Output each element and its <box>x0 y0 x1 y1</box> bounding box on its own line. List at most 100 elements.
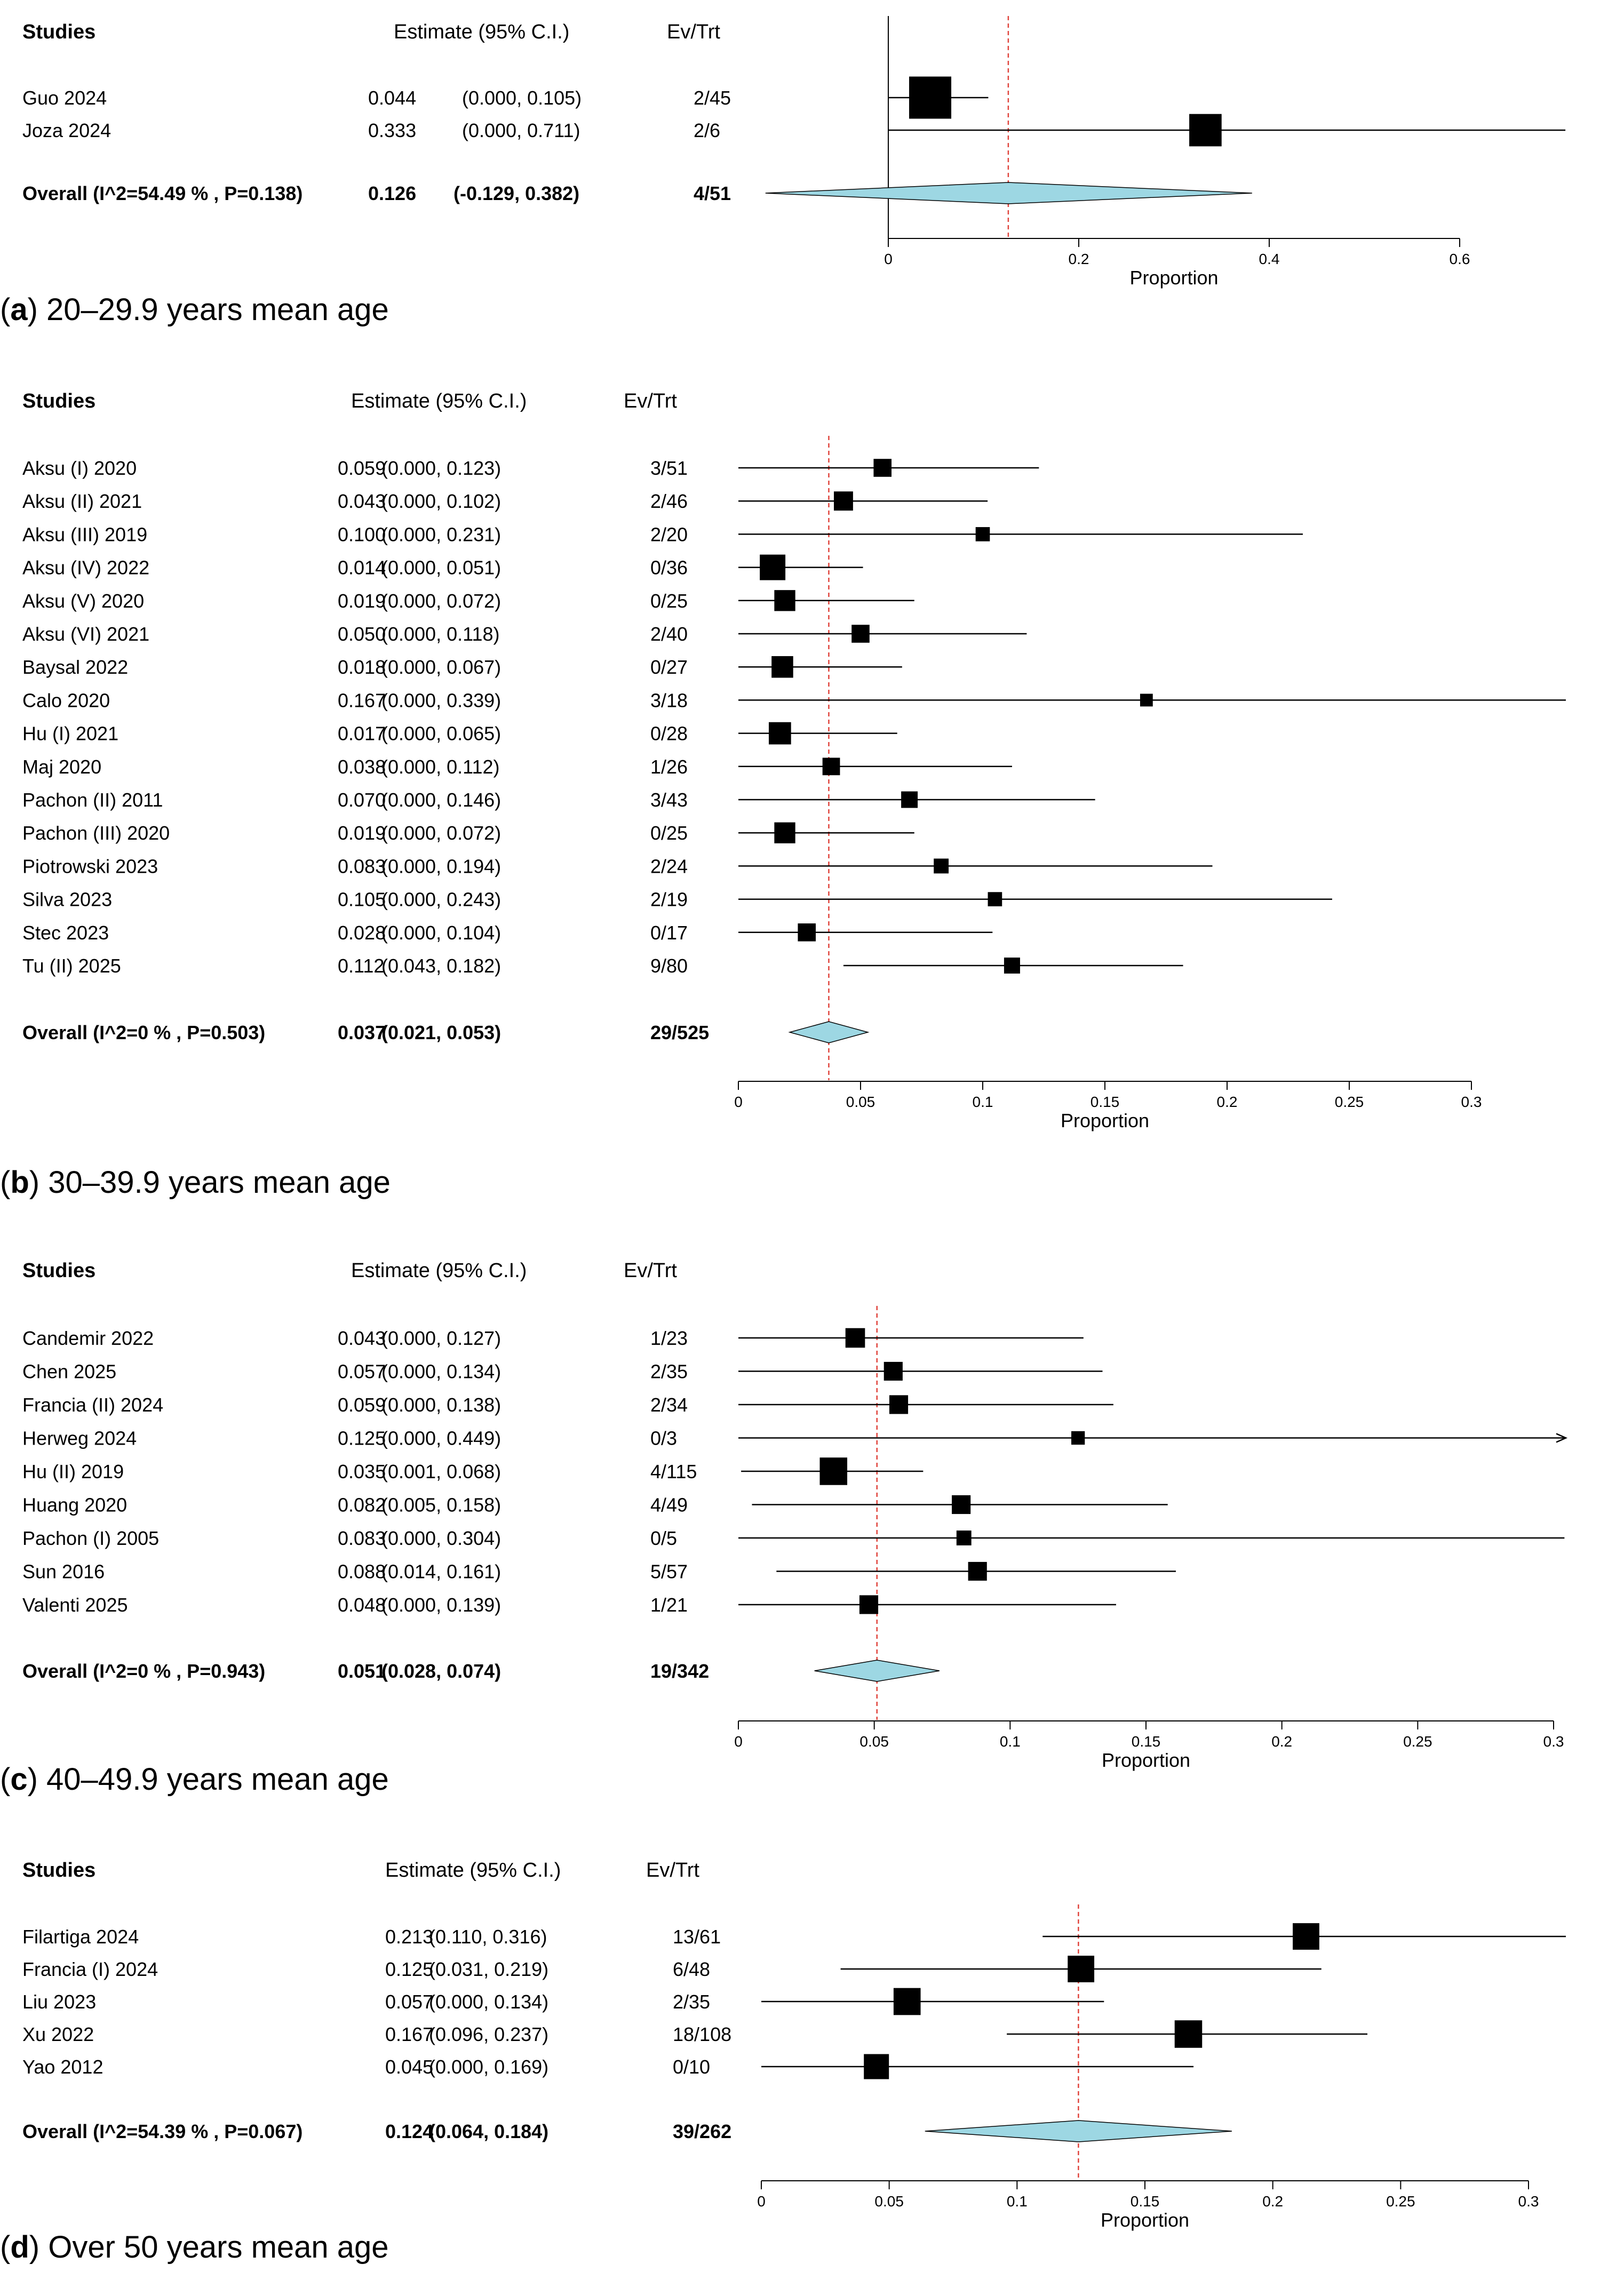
study-ci: (0.000, 0.134) <box>429 1991 548 2013</box>
study-row: Stec 2023 0.028(0.000, 0.104) 0/17 <box>22 922 993 944</box>
effect-marker <box>889 1395 909 1414</box>
study-row: Pachon (II) 2011 0.070(0.000, 0.146) 3/43 <box>22 789 1095 811</box>
study-ev-trt: 18/108 <box>673 2023 731 2045</box>
study-row: Hu (II) 2019 0.035(0.001, 0.068) 4/115 <box>22 1457 924 1485</box>
study-estimate: 0.017 <box>338 723 386 745</box>
header-studies: Studies <box>22 1859 95 1882</box>
study-ci: (0.000, 0.051) <box>381 557 501 579</box>
study-estimate: 0.057 <box>385 1991 433 2013</box>
study-row: Filartiga 2024 0.213(0.110, 0.316) 13/61 <box>22 1923 1566 1950</box>
study-ev-trt: 4/49 <box>650 1494 688 1516</box>
effect-marker <box>1140 693 1153 707</box>
header-studies: Studies <box>22 390 95 412</box>
x-axis: 0 0.2 0.4 0.6 Proportion <box>884 238 1470 289</box>
study-ev-trt: 1/26 <box>650 756 688 778</box>
overall-estimate: 0.037 <box>338 1022 386 1043</box>
panel-letter: a <box>10 292 28 327</box>
study-ci: (0.000, 0.243) <box>381 889 501 911</box>
x-tick-label: 0.05 <box>846 1094 875 1110</box>
pooled-diamond <box>814 1660 940 1682</box>
study-name: Sun 2016 <box>22 1561 105 1583</box>
study-estimate: 0.059 <box>338 457 386 479</box>
effect-marker <box>851 625 870 643</box>
panel-letter: c <box>10 1762 27 1797</box>
study-estimate: 0.333 <box>368 119 416 141</box>
study-estimate: 0.082 <box>338 1494 386 1516</box>
header-estimate: Estimate (95% C.I.) <box>394 21 569 43</box>
study-name: Filartiga 2024 <box>22 1926 139 1948</box>
effect-marker <box>873 459 892 477</box>
study-row: Pachon (III) 2020 0.019(0.000, 0.072) 0/25 <box>22 822 914 844</box>
study-ev-trt: 2/24 <box>650 855 688 877</box>
study-ev-trt: 3/43 <box>650 789 688 811</box>
study-row: Pachon (I) 2005 0.083(0.000, 0.304) 0/5 <box>22 1527 1565 1549</box>
study-row: Francia (I) 2024 0.125(0.031, 0.219) 6/48 <box>22 1956 1322 1982</box>
overall-label: Overall (I^2=54.49 % , P=0.138) <box>22 182 303 204</box>
x-tick-label: 0.2 <box>1262 2193 1283 2210</box>
effect-marker <box>975 527 990 541</box>
study-row: Maj 2020 0.038(0.000, 0.112) 1/26 <box>22 756 1012 778</box>
pooled-diamond <box>788 1021 870 1043</box>
overall-ci: (0.021, 0.053) <box>381 1022 501 1043</box>
header-ev-trt: Ev/Trt <box>624 1259 677 1282</box>
study-ev-trt: 2/6 <box>694 119 720 141</box>
study-estimate: 0.167 <box>338 689 386 711</box>
x-tick-label: 0.2 <box>1069 251 1089 267</box>
study-name: Baysal 2022 <box>22 656 128 678</box>
study-ci: (0.000, 0.104) <box>381 922 501 944</box>
effect-marker <box>893 1988 921 2015</box>
study-ci: (0.005, 0.158) <box>381 1494 501 1516</box>
study-ev-trt: 3/18 <box>650 689 688 711</box>
x-tick-label: 0.1 <box>1007 2193 1028 2210</box>
study-ci: (0.000, 0.449) <box>381 1428 501 1449</box>
effect-marker <box>909 76 952 119</box>
ci-arrow <box>1556 1433 1568 1443</box>
effect-marker <box>774 822 795 843</box>
overall-row: Overall (I^2=54.49 % , P=0.138) 0.126 (-0.… <box>22 182 1252 204</box>
effect-marker <box>798 923 816 942</box>
effect-marker <box>845 1328 865 1348</box>
panel-caption: (c) 40–49.9 years mean age <box>0 1762 389 1797</box>
study-ci: (0.000, 0.102) <box>381 490 501 512</box>
study-name: Aksu (V) 2020 <box>22 590 144 612</box>
study-ev-trt: 2/19 <box>650 889 688 911</box>
x-tick-label: 0.4 <box>1259 251 1280 267</box>
study-ci: (0.000, 0.138) <box>381 1394 501 1416</box>
study-name: Aksu (III) 2019 <box>22 523 147 545</box>
x-tick-label: 0.2 <box>1217 1094 1238 1110</box>
study-row: Yao 2012 0.045(0.000, 0.169) 0/10 <box>22 2054 1194 2079</box>
overall-ci: (-0.129, 0.382) <box>453 182 579 204</box>
study-ev-trt: 0/27 <box>650 656 688 678</box>
study-estimate: 0.125 <box>385 1958 433 1980</box>
study-name: Huang 2020 <box>22 1494 127 1516</box>
effect-marker <box>883 1361 903 1381</box>
study-ci: (0.000, 0.118) <box>381 623 499 645</box>
study-name: Tu (II) 2025 <box>22 955 121 977</box>
study-ci: (0.000, 0.146) <box>381 789 501 811</box>
x-axis-title: Proportion <box>1061 1110 1149 1131</box>
panel-caption-text: 40–49.9 years mean age <box>46 1762 389 1797</box>
overall-ci: (0.064, 0.184) <box>429 2120 548 2142</box>
study-estimate: 0.045 <box>385 2056 433 2078</box>
study-estimate: 0.043 <box>338 490 386 512</box>
study-row: Hu (I) 2021 0.017(0.000, 0.065) 0/28 <box>22 722 897 745</box>
study-name: Aksu (VI) 2021 <box>22 623 149 645</box>
panel-caption-text: 30–39.9 years mean age <box>48 1165 391 1200</box>
study-ev-trt: 4/115 <box>650 1461 697 1482</box>
study-ev-trt: 0/28 <box>650 723 688 745</box>
study-estimate: 0.088 <box>338 1561 386 1583</box>
study-ev-trt: 2/20 <box>650 523 688 545</box>
overall-ev-trt: 39/262 <box>673 2120 731 2142</box>
header-studies: Studies <box>22 1259 95 1282</box>
effect-marker <box>864 2054 889 2079</box>
x-tick-label: 0 <box>884 251 893 267</box>
study-estimate: 0.083 <box>338 1527 386 1549</box>
study-ci: (0.000, 0.123) <box>381 457 501 479</box>
effect-marker <box>1293 1923 1319 1950</box>
x-axis-title: Proportion <box>1102 1749 1190 1771</box>
overall-label: Overall (I^2=0 % , P=0.943) <box>22 1660 265 1682</box>
study-name: Francia (I) 2024 <box>22 1958 158 1980</box>
study-estimate: 0.043 <box>338 1327 386 1349</box>
study-row: Tu (II) 2025 0.112(0.043, 0.182) 9/80 <box>22 955 1183 977</box>
x-tick-label: 0.25 <box>1403 1733 1432 1750</box>
